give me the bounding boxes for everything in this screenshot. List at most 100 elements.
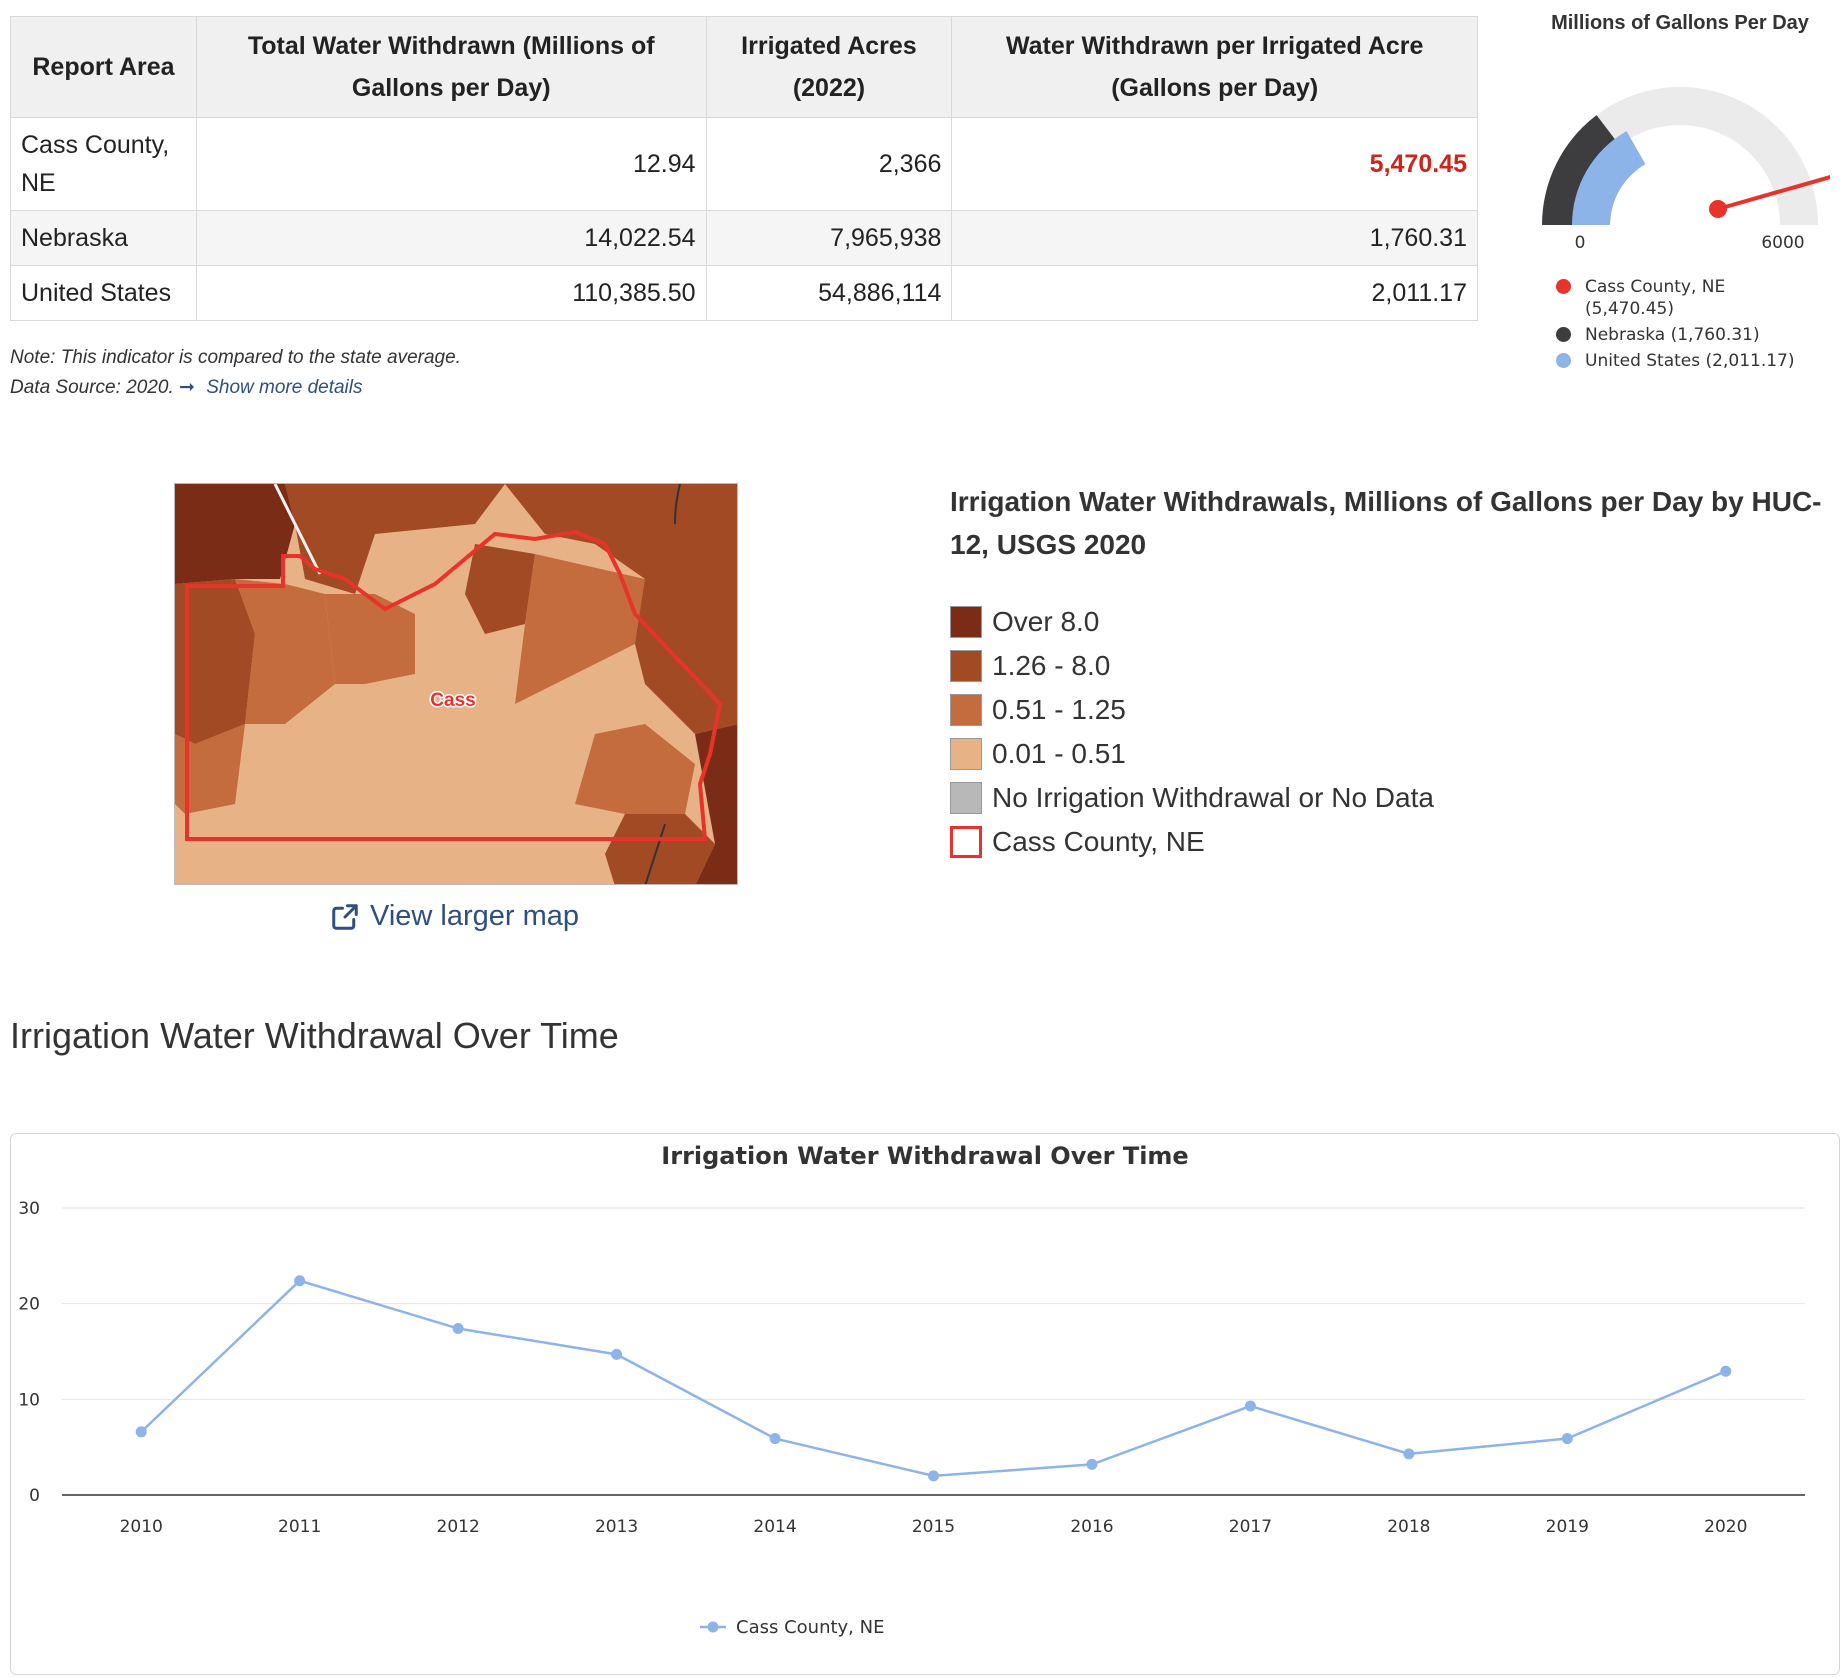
- legend-swatch: [950, 738, 982, 770]
- x-tick-label: 2012: [437, 1517, 480, 1537]
- row-per-acre: 5,470.45: [951, 117, 1478, 211]
- map-legend-item: 0.51 - 1.25: [950, 688, 1434, 732]
- data-point[interactable]: [1561, 1433, 1573, 1445]
- map-legend-item: No Irrigation Withdrawal or No Data: [950, 776, 1434, 820]
- cass-county-outline: [185, 529, 723, 841]
- map-legend-item: 1.26 - 8.0: [950, 644, 1434, 688]
- gauge-max-label: 6000: [1761, 233, 1804, 253]
- data-point[interactable]: [1086, 1458, 1098, 1470]
- gauge-us-arc[interactable]: [1572, 131, 1646, 225]
- chart-legend-label[interactable]: Cass County, NE: [736, 1617, 884, 1638]
- table-header-row: Report Area Total Water Withdrawn (Milli…: [10, 16, 1478, 118]
- legend-swatch: [950, 826, 982, 858]
- gauge-legend-value: (1,760.31): [1670, 325, 1760, 345]
- legend-swatch: [950, 782, 982, 814]
- map-legend: Over 8.0 1.26 - 8.0 0.51 - 1.25 0.01 - 0…: [950, 600, 1434, 864]
- x-tick-label: 2015: [912, 1517, 955, 1537]
- map-legend-label: 1.26 - 8.0: [992, 650, 1111, 681]
- table-row: Nebraska 14,022.54 7,965,938 1,760.31: [10, 210, 1478, 266]
- row-acres: 7,965,938: [705, 210, 953, 266]
- gauge-legend-item[interactable]: Cass County, NE (5,470.45): [1556, 276, 1795, 320]
- legend-dot-icon: [1556, 353, 1571, 368]
- map-image: Cass: [175, 484, 737, 884]
- data-point[interactable]: [928, 1470, 939, 1482]
- series-line: [140, 1279, 1727, 1478]
- table-row: United States 110,385.50 54,886,114 2,01…: [10, 265, 1478, 321]
- row-area: Cass County, NE: [10, 117, 197, 211]
- county-map[interactable]: Cass: [174, 483, 738, 885]
- legend-dot-icon: [1556, 279, 1571, 294]
- legend-dot-icon: [1556, 327, 1571, 342]
- data-point[interactable]: [452, 1323, 464, 1335]
- y-tick-label: 30: [18, 1199, 40, 1219]
- row-total: 110,385.50: [195, 265, 707, 321]
- x-tick-label: 2018: [1387, 1517, 1430, 1537]
- gauge-needle-pivot: [1709, 200, 1727, 218]
- map-legend-label: Cass County, NE: [992, 826, 1205, 857]
- legend-swatch: [950, 694, 982, 726]
- header-water-per-acre[interactable]: Water Withdrawn per Irrigated Acre (Gall…: [951, 16, 1478, 118]
- map-legend-label: 0.01 - 0.51: [992, 738, 1126, 769]
- legend-swatch: [950, 606, 982, 638]
- row-area: United States: [10, 265, 197, 321]
- header-report-area[interactable]: Report Area: [10, 16, 197, 118]
- map-region: [325, 594, 415, 684]
- gauge-legend-item[interactable]: United States (2,011.17): [1556, 350, 1795, 372]
- chart-title: Irrigation Water Withdrawal Over Time: [661, 1142, 1189, 1170]
- table-note: Note: This indicator is compared to the …: [10, 343, 461, 403]
- map-legend-item: Over 8.0: [950, 600, 1434, 644]
- arrow-right-icon: ➞: [179, 377, 195, 398]
- map-region: [605, 814, 715, 884]
- gauge-legend-value: (5,470.45): [1585, 299, 1674, 319]
- view-larger-map-link[interactable]: View larger map: [330, 900, 579, 933]
- map-legend-label: 0.51 - 1.25: [992, 694, 1126, 725]
- header-total-water[interactable]: Total Water Withdrawn (Millions of Gallo…: [195, 16, 707, 118]
- data-point[interactable]: [135, 1426, 147, 1438]
- comparison-table: Report Area Total Water Withdrawn (Milli…: [10, 16, 1478, 321]
- map-legend-title: Irrigation Water Withdrawals, Millions o…: [950, 486, 1822, 560]
- header-irrigated-acres[interactable]: Irrigated Acres (2022): [705, 16, 953, 118]
- gauge-legend-item[interactable]: Nebraska (1,760.31): [1556, 324, 1795, 346]
- gauge-legend-label: United States: [1585, 351, 1701, 371]
- external-link-icon: [332, 903, 358, 930]
- data-point[interactable]: [1244, 1400, 1256, 1412]
- data-point[interactable]: [294, 1275, 306, 1287]
- view-larger-map-label: View larger map: [370, 900, 580, 932]
- map-region: [505, 484, 737, 614]
- gauge-chart: 0 6000: [1542, 87, 1830, 253]
- x-tick-label: 2020: [1704, 1517, 1747, 1537]
- map-region: [175, 484, 295, 584]
- county-label: Cass: [430, 690, 475, 711]
- row-area: Nebraska: [10, 210, 197, 266]
- row-total: 14,022.54: [195, 210, 707, 266]
- legend-marker-icon: [707, 1621, 719, 1633]
- gauge-title: Millions of Gallons Per Day: [1551, 12, 1809, 34]
- row-per-acre: 2,011.17: [951, 265, 1478, 321]
- data-point[interactable]: [611, 1348, 623, 1360]
- gauge-legend-text: Cass County, NE (5,470.45): [1585, 276, 1725, 320]
- gauge-needle: [1716, 175, 1830, 211]
- y-tick-label: 20: [18, 1295, 40, 1315]
- row-acres: 54,886,114: [705, 265, 953, 321]
- table-row: Cass County, NE 12.94 2,366 5,470.45: [10, 117, 1478, 211]
- note-text: Note: This indicator is compared to the …: [10, 347, 461, 368]
- y-tick-label: 10: [18, 1390, 40, 1410]
- x-tick-label: 2014: [753, 1517, 796, 1537]
- gauge-legend: Cass County, NE (5,470.45) Nebraska (1,7…: [1556, 276, 1795, 376]
- data-point[interactable]: [1403, 1448, 1415, 1460]
- map-region: [465, 544, 535, 634]
- chart-container: [10, 1133, 1840, 1675]
- x-tick-label: 2013: [595, 1517, 638, 1537]
- map-region: [285, 484, 505, 594]
- gauge-legend-label: Cass County, NE: [1585, 277, 1726, 297]
- row-total: 12.94: [195, 117, 707, 211]
- y-tick-label: 0: [29, 1486, 40, 1506]
- line-chart: 0 10 20 30 2010 2011 2012 2013 2014 2015 2016 2017 2…: [18, 1199, 1805, 1638]
- data-point[interactable]: [769, 1433, 781, 1445]
- show-more-details-link[interactable]: Show more details: [206, 377, 363, 398]
- map-legend-label: Over 8.0: [992, 606, 1100, 637]
- section-title: Irrigation Water Withdrawal Over Time: [10, 1015, 619, 1056]
- x-tick-label: 2019: [1546, 1517, 1589, 1537]
- data-point[interactable]: [1720, 1365, 1732, 1377]
- map-legend-label: No Irrigation Withdrawal or No Data: [992, 782, 1434, 813]
